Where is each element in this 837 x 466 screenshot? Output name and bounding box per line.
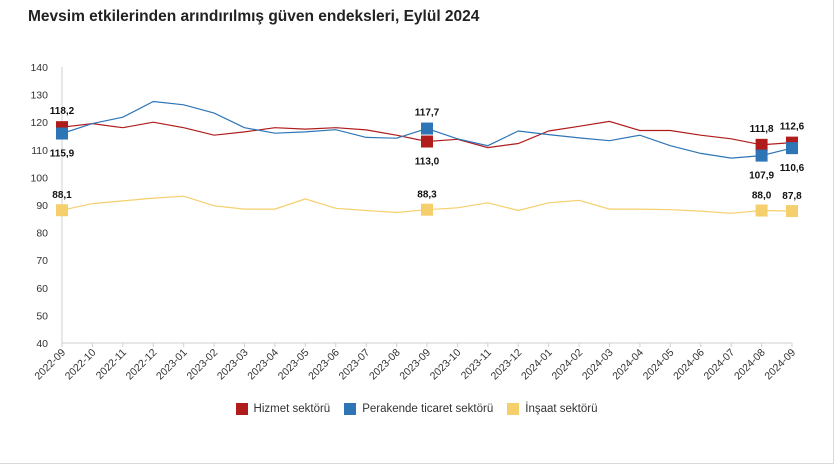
series-1-marker xyxy=(56,127,68,140)
y-tick-label: 90 xyxy=(36,200,48,212)
data-label: 87,8 xyxy=(782,191,802,202)
x-tick-label: 2023-05 xyxy=(276,347,312,383)
data-label: 117,7 xyxy=(415,108,440,119)
x-tick-label: 2022-10 xyxy=(63,347,99,383)
legend-swatch xyxy=(235,403,248,415)
series-1-marker xyxy=(755,149,768,162)
data-label: 110,6 xyxy=(780,163,805,174)
x-tick-label: 2024-03 xyxy=(580,347,616,383)
chart-title: Mevsim etkilerinden arındırılmış güven e… xyxy=(28,8,480,25)
series-0-marker xyxy=(421,135,433,148)
y-tick-label: 100 xyxy=(30,172,48,184)
legend-item-hizmet[interactable]: Hizmet sektörü xyxy=(235,403,331,415)
legend-item-insaat[interactable]: İnşaat sektörü xyxy=(507,403,597,415)
x-tick-label: 2024-06 xyxy=(671,347,707,383)
x-tick-label: 2024-01 xyxy=(519,347,555,383)
x-tick-label: 2023-11 xyxy=(459,347,494,382)
x-tick-label: 2024-05 xyxy=(641,347,677,383)
data-label: 88,3 xyxy=(417,190,437,201)
data-label: 88,0 xyxy=(752,191,772,202)
x-tick-label: 2023-01 xyxy=(154,347,190,383)
series-1-marker xyxy=(421,122,433,135)
y-tick-label: 40 xyxy=(36,338,48,350)
legend-swatch xyxy=(507,403,520,415)
x-tick-label: 2024-07 xyxy=(702,347,738,383)
legend-swatch xyxy=(344,403,357,415)
legend-item-perakende[interactable]: Perakende ticaret sektörü xyxy=(344,403,493,415)
data-label: 107,9 xyxy=(749,171,774,182)
y-tick-label: 120 xyxy=(30,117,48,129)
line-chart: 4050607080901001101201301402022-092022-1… xyxy=(30,62,805,383)
x-tick-label: 2023-03 xyxy=(215,347,251,383)
x-tick-label: 2023-09 xyxy=(397,347,433,383)
x-tick-label: 2023-10 xyxy=(428,347,464,383)
legend-label: Hizmet sektörü xyxy=(253,403,331,415)
x-tick-label: 2024-02 xyxy=(549,347,585,383)
y-tick-label: 110 xyxy=(31,145,48,157)
x-tick-label: 2022-09 xyxy=(32,347,68,383)
data-label: 115,9 xyxy=(50,149,75,160)
x-tick-label: 2024-04 xyxy=(610,347,646,383)
x-tick-label: 2024-08 xyxy=(732,347,768,383)
legend-label: Perakende ticaret sektörü xyxy=(362,403,494,415)
data-label: 111,8 xyxy=(750,124,774,135)
series-1-marker xyxy=(786,142,798,155)
legend-label: İnşaat sektörü xyxy=(525,403,598,415)
y-tick-label: 130 xyxy=(30,90,48,102)
y-tick-label: 140 xyxy=(30,62,48,74)
series-0-marker xyxy=(755,138,768,151)
x-tick-label: 2023-06 xyxy=(306,347,342,383)
data-label: 112,6 xyxy=(780,122,805,133)
x-tick-label: 2023-02 xyxy=(184,347,220,383)
series-2-marker xyxy=(786,205,798,218)
series-2-marker xyxy=(56,204,68,217)
y-tick-label: 70 xyxy=(36,255,48,267)
x-tick-label: 2022-11 xyxy=(94,347,129,382)
x-tick-label: 2024-09 xyxy=(762,347,798,383)
x-tick-label: 2022-12 xyxy=(124,347,160,383)
series-2-marker xyxy=(421,203,433,216)
y-tick-label: 50 xyxy=(36,310,48,322)
series-2-marker xyxy=(755,204,768,217)
data-label: 88,1 xyxy=(52,190,72,201)
y-tick-label: 60 xyxy=(36,283,48,295)
x-tick-label: 2023-04 xyxy=(245,347,281,383)
x-tick-label: 2023-12 xyxy=(489,347,525,383)
x-tick-label: 2023-08 xyxy=(367,347,403,383)
y-tick-label: 80 xyxy=(36,228,48,240)
chart-legend: Hizmet sektörü Perakende ticaret sektörü… xyxy=(0,403,837,415)
x-tick-label: 2023-07 xyxy=(337,347,373,383)
data-label: 113,0 xyxy=(415,157,440,168)
data-label: 118,2 xyxy=(50,106,75,117)
